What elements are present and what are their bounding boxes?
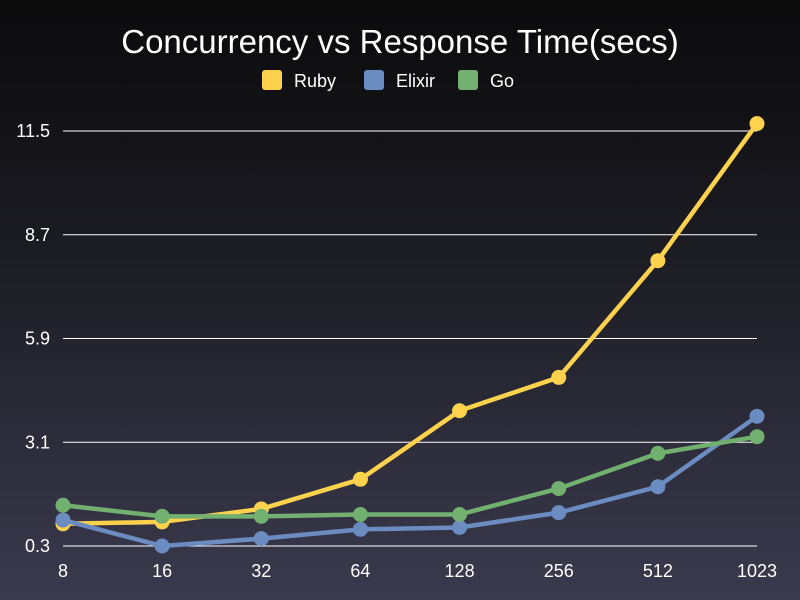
legend-swatch	[458, 70, 478, 90]
x-tick-label: 32	[251, 561, 271, 581]
legend-swatch	[262, 70, 282, 90]
data-point-go	[452, 507, 468, 523]
x-tick-label: 512	[643, 561, 673, 581]
x-tick-label: 16	[152, 561, 172, 581]
chart-title: Concurrency vs Response Time(secs)	[121, 23, 679, 60]
legend-item-go: Go	[458, 70, 514, 91]
legend-label: Ruby	[294, 71, 336, 91]
data-point-elixir	[55, 512, 71, 528]
y-tick-label: 8.7	[25, 225, 50, 245]
legend-item-elixir: Elixir	[364, 70, 435, 91]
x-tick-label: 64	[350, 561, 370, 581]
legend-label: Go	[490, 71, 514, 91]
y-tick-label: 3.1	[25, 432, 50, 452]
series-elixir	[55, 408, 765, 554]
data-point-ruby	[749, 116, 765, 132]
data-point-elixir	[749, 408, 765, 424]
data-point-go	[253, 508, 269, 524]
data-point-go	[154, 508, 170, 524]
y-tick-label: 0.3	[25, 536, 50, 556]
data-point-elixir	[551, 505, 567, 521]
data-point-go	[650, 445, 666, 461]
x-tick-label: 256	[544, 561, 574, 581]
y-axis-ticks: 0.3 3.1 5.9 8.7 11.5	[16, 121, 50, 556]
data-point-go	[352, 507, 368, 523]
series-line-ruby	[60, 121, 760, 527]
data-point-ruby	[650, 253, 666, 269]
data-point-elixir	[154, 538, 170, 554]
series-layer	[55, 116, 765, 554]
legend: Ruby Elixir Go	[262, 70, 514, 91]
series-line-elixir	[60, 414, 760, 549]
y-tick-label: 11.5	[16, 121, 50, 141]
grid-lines	[63, 130, 757, 547]
legend-item-ruby: Ruby	[262, 70, 336, 91]
x-tick-label: 128	[445, 561, 475, 581]
x-tick-label: 1023	[737, 561, 777, 581]
x-axis-ticks: 8 16 32 64 128 256 512 1023	[58, 561, 777, 581]
series-ruby	[55, 116, 765, 532]
data-point-elixir	[253, 531, 269, 547]
data-point-elixir	[452, 519, 468, 535]
data-point-go	[551, 481, 567, 497]
series-go	[55, 429, 765, 524]
x-tick-label: 8	[58, 561, 68, 581]
data-point-go	[55, 497, 71, 513]
data-point-ruby	[452, 403, 468, 419]
data-point-ruby	[352, 471, 368, 487]
y-tick-label: 5.9	[25, 329, 50, 349]
data-point-go	[749, 429, 765, 445]
data-point-elixir	[352, 521, 368, 537]
data-point-ruby	[551, 369, 567, 385]
series-line-go	[60, 434, 760, 519]
legend-label: Elixir	[396, 71, 435, 91]
data-point-elixir	[650, 479, 666, 495]
legend-swatch	[364, 70, 384, 90]
